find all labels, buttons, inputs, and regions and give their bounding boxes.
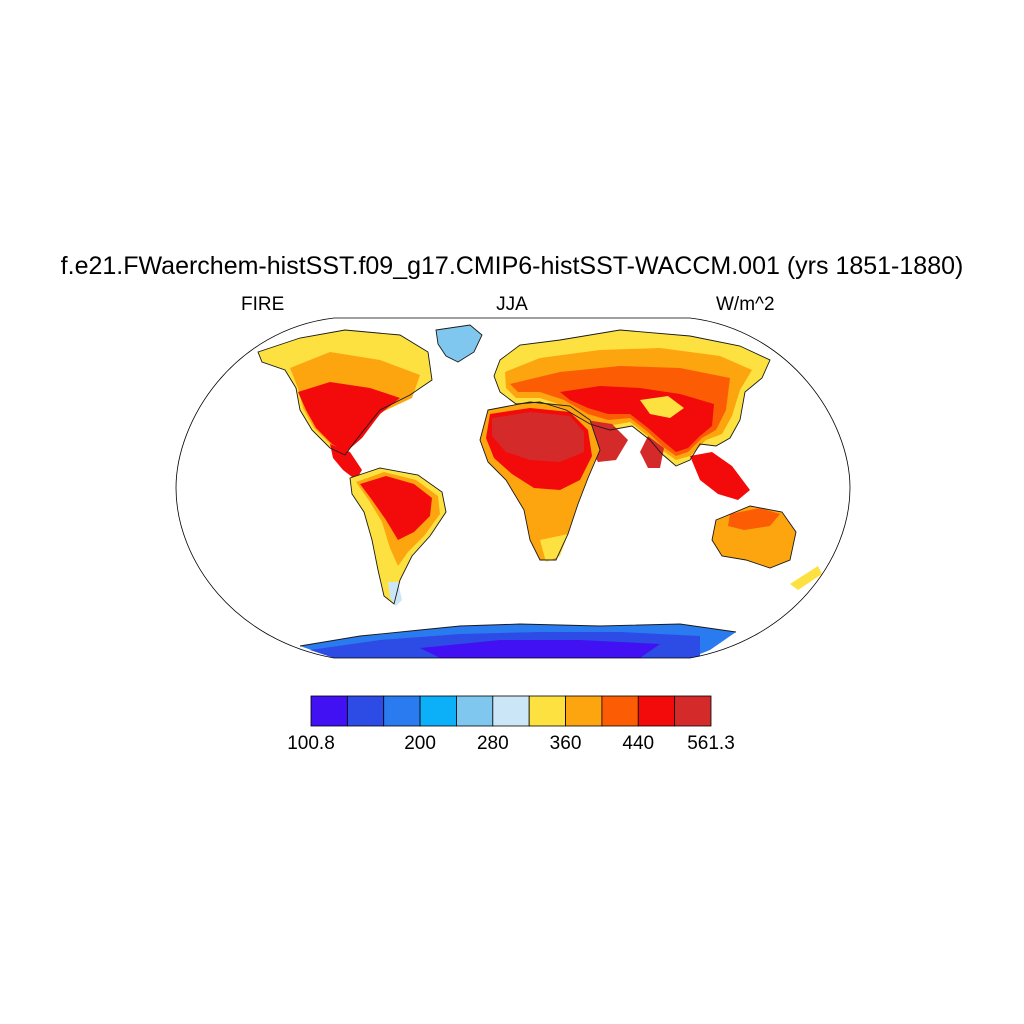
colorbar-box-1 <box>346 695 385 727</box>
colorbar-box-4 <box>456 695 494 727</box>
colorbar-box-7 <box>565 695 603 727</box>
new-zealand-region <box>790 566 822 590</box>
coastline-1 <box>435 324 483 363</box>
colorbar-label: 561.3 <box>687 733 735 754</box>
central-america-region <box>330 444 362 480</box>
colorbar-label: 280 <box>476 733 509 754</box>
coastline-5 <box>711 505 797 569</box>
tibet-region <box>640 396 684 418</box>
map-layer <box>175 317 851 659</box>
south-asia-region <box>640 436 664 468</box>
colorbar-box-2 <box>383 695 421 727</box>
map-frame <box>175 317 851 659</box>
plot-title: f.e21.FWaerchem-histSST.f09_g17.CMIP6-hi… <box>60 252 964 280</box>
right-string: W/m^2 <box>716 294 775 315</box>
southeast-asia-region <box>690 452 750 500</box>
colorbar-box-8 <box>601 695 639 727</box>
south-america-core-region <box>360 476 432 540</box>
colorbar-label: 100.8 <box>287 733 335 754</box>
colorbar-box-10 <box>674 695 712 727</box>
coastline-6 <box>299 623 737 647</box>
greenland-region <box>436 325 482 362</box>
colorbar-box-6 <box>528 695 566 727</box>
southern-africa-region <box>540 534 568 562</box>
sahara-region <box>492 412 584 462</box>
antarctica-inner-region <box>420 640 660 658</box>
colorbar <box>310 695 712 727</box>
australia-north-region <box>728 508 780 530</box>
colorbar-label: 360 <box>549 733 582 754</box>
colorbar-box-5 <box>492 695 530 727</box>
patagonia-region <box>388 582 402 606</box>
land-group <box>176 318 850 658</box>
colorbar-box-0 <box>310 695 348 727</box>
coastline-2 <box>349 467 447 605</box>
colorbar-box-9 <box>637 695 676 727</box>
colorbar-label: 200 <box>404 733 436 754</box>
coastline-4 <box>479 401 601 561</box>
coastline-0 <box>257 329 433 456</box>
left-string: FIRE <box>241 294 285 315</box>
center-string: JJA <box>496 294 528 315</box>
colorbar-label: 440 <box>622 733 655 754</box>
colorbar-box-3 <box>419 695 457 727</box>
north-america-core-region <box>298 382 400 452</box>
